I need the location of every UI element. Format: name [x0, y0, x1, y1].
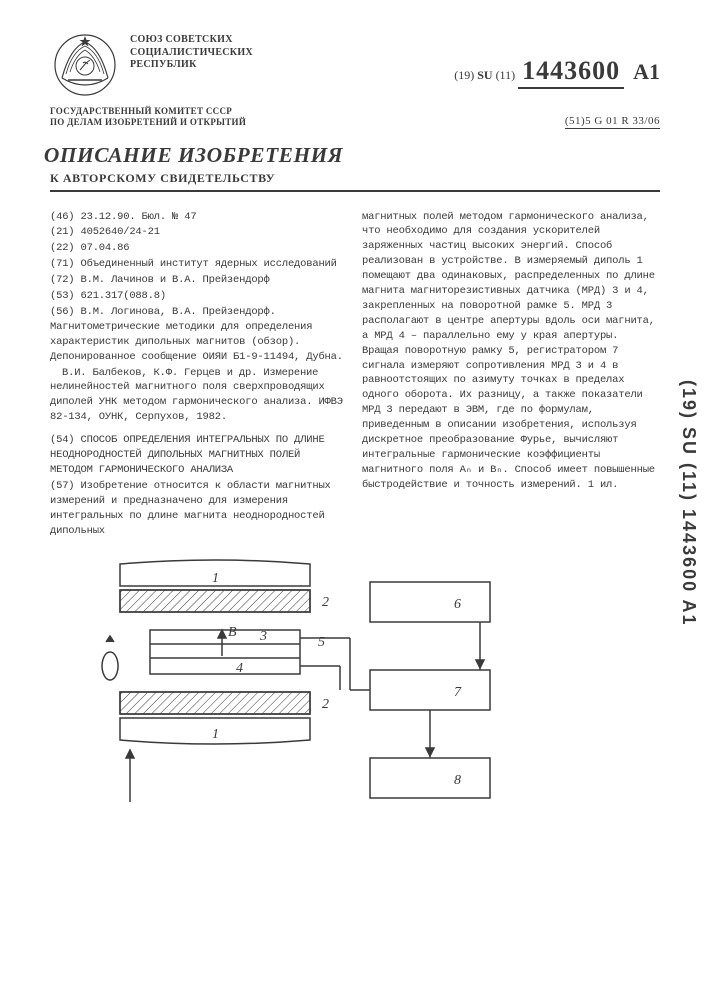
bib-46: (46) 23.12.90. Бюл. № 47 — [50, 210, 348, 225]
fig-label-8: 8 — [454, 773, 461, 788]
bib-22: (22) 07.04.86 — [50, 241, 348, 256]
abstract-right: магнитных полей методом гармонического а… — [362, 210, 660, 493]
union-line: СОЦИАЛИСТИЧЕСКИХ — [130, 47, 444, 60]
figure: 1 2 3 4 5 2 1 6 7 8 B — [50, 552, 510, 812]
side-code: (19) SU (11) 1443600 A1 — [678, 380, 699, 626]
bib-57: (57) Изобретение относится к области маг… — [50, 479, 348, 539]
bib-56a: (56) В.М. Логинова, В.А. Прейзендорф. Ма… — [50, 305, 348, 365]
union-line: РЕСПУБЛИК — [130, 59, 444, 72]
fig-label-6: 6 — [454, 597, 461, 612]
left-column: (46) 23.12.90. Бюл. № 47 (21) 4052640/24… — [50, 210, 348, 540]
pub-num: 1443600 — [518, 56, 624, 89]
pub-prefix: (19) — [454, 68, 474, 82]
fig-label-7: 7 — [454, 685, 462, 700]
title-block: ОПИСАНИЕ ИЗОБРЕТЕНИЯ К АВТОРСКОМУ СВИДЕТ… — [50, 143, 660, 192]
fig-label-3: 3 — [259, 629, 267, 644]
title-main: ОПИСАНИЕ ИЗОБРЕТЕНИЯ — [44, 143, 666, 168]
fig-label-4: 4 — [236, 661, 243, 676]
bib-56b: В.И. Балбеков, К.Ф. Герцев и др. Измерен… — [50, 366, 348, 426]
pub-11: (11) — [496, 68, 516, 82]
bib-53: (53) 621.317(088.8) — [50, 289, 348, 304]
committee-line: ПО ДЕЛАМ ИЗОБРЕТЕНИЙ И ОТКРЫТИЙ — [50, 117, 246, 128]
fig-label-B: B — [228, 625, 237, 640]
right-column: магнитных полей методом гармонического а… — [362, 210, 660, 540]
publication-number: (19) SU (11) 1443600 A1 — [454, 30, 660, 89]
fig-label-1b: 1 — [212, 727, 219, 742]
committee: ГОСУДАРСТВЕННЫЙ КОМИТЕТ СССР ПО ДЕЛАМ ИЗ… — [50, 106, 246, 129]
pub-su: SU — [477, 68, 492, 82]
bib-71: (71) Объединенный институт ядерных иссле… — [50, 257, 348, 272]
union-line: СОЮЗ СОВЕТСКИХ — [130, 34, 444, 47]
bib-54: (54) СПОСОБ ОПРЕДЕЛЕНИЯ ИНТЕГРАЛЬНЫХ ПО … — [50, 433, 348, 478]
committee-row: ГОСУДАРСТВЕННЫЙ КОМИТЕТ СССР ПО ДЕЛАМ ИЗ… — [50, 100, 660, 129]
ussr-emblem — [50, 30, 120, 100]
fig-label-2b: 2 — [322, 697, 329, 712]
title-rule — [50, 190, 660, 192]
union-text: СОЮЗ СОВЕТСКИХ СОЦИАЛИСТИЧЕСКИХ РЕСПУБЛИ… — [130, 30, 444, 72]
pub-kind: A1 — [633, 59, 660, 84]
title-sub: К АВТОРСКОМУ СВИДЕТЕЛЬСТВУ — [50, 171, 660, 186]
body-columns: (46) 23.12.90. Бюл. № 47 (21) 4052640/24… — [50, 210, 660, 540]
fig-label-2: 2 — [322, 595, 329, 610]
fig-label-5: 5 — [318, 635, 325, 650]
fig-label-1: 1 — [212, 571, 219, 586]
bib-72: (72) В.М. Лачинов и В.А. Прейзендорф — [50, 273, 348, 288]
header: СОЮЗ СОВЕТСКИХ СОЦИАЛИСТИЧЕСКИХ РЕСПУБЛИ… — [50, 30, 660, 100]
committee-line: ГОСУДАРСТВЕННЫЙ КОМИТЕТ СССР — [50, 106, 246, 117]
bib-21: (21) 4052640/24-21 — [50, 225, 348, 240]
ipc-class: (51)5 G 01 R 33/06 — [565, 115, 660, 129]
